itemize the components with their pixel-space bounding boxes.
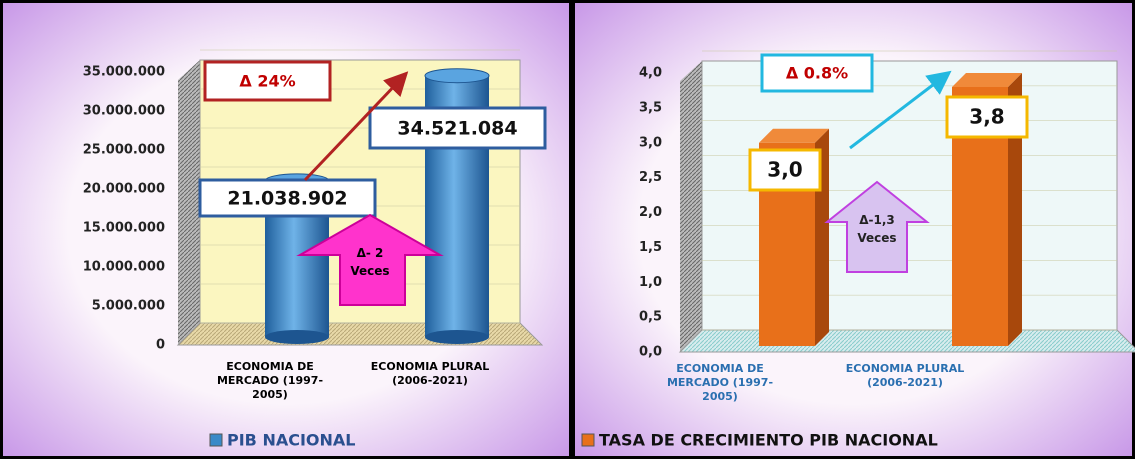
y-tick-label: 20.000.000 bbox=[83, 182, 165, 197]
floor bbox=[678, 329, 1135, 353]
y-tick-label: 15.000.000 bbox=[83, 221, 165, 236]
y-tick-label: 2,5 bbox=[639, 170, 662, 185]
arrow bbox=[849, 70, 952, 150]
y-tick-label: 3,5 bbox=[639, 100, 662, 115]
legend-label: PIB NACIONAL bbox=[227, 431, 355, 450]
y-tick-label: 35.000.000 bbox=[83, 65, 165, 80]
arrow bbox=[303, 71, 409, 182]
value-label: 21.038.902 bbox=[227, 188, 347, 210]
annotation: Δ-1,3 Veces bbox=[857, 213, 896, 245]
annotation: Δ- 2 Veces bbox=[350, 246, 389, 278]
y-tick-label: 30.000.000 bbox=[83, 104, 165, 119]
x-tick-label: ECONOMIA DE MERCADO (1997-2005) bbox=[666, 362, 774, 403]
side-wall bbox=[680, 61, 702, 352]
value-label-box bbox=[198, 178, 377, 218]
value-label: 34.521.084 bbox=[397, 118, 517, 140]
y-tick-label: 0,5 bbox=[639, 310, 662, 325]
y-tick-label: 10.000.000 bbox=[83, 260, 165, 275]
bar-side bbox=[1008, 72, 1022, 346]
side-wall bbox=[178, 60, 200, 345]
y-tick-label: 0,0 bbox=[639, 345, 662, 360]
y-tick-label: 0 bbox=[156, 338, 165, 353]
annotation-box bbox=[203, 60, 332, 102]
chart: 0 5.000.000 10.000.000 15.000.000 20.000.000… bbox=[83, 49, 547, 450]
y-tick-label: 2,0 bbox=[639, 205, 662, 220]
chart: 0,0 0,5 1,0 1,5 2,0 2,5 3,0 3,5 4,0 3,0 3,8 TASA DE… bbox=[581, 50, 1135, 450]
x-tick-label: ECONOMIA DE MERCADO (1997-2005) bbox=[216, 360, 324, 401]
legend-swatch bbox=[209, 433, 223, 447]
value-label-box bbox=[368, 106, 547, 150]
block-arrow bbox=[296, 213, 444, 306]
annotation: Δ 24% bbox=[239, 72, 295, 91]
block-arrow bbox=[824, 180, 930, 273]
value-label-box bbox=[748, 148, 822, 192]
value-label: 3,8 bbox=[969, 105, 1004, 129]
y-tick-label: 3,0 bbox=[639, 135, 662, 150]
value-label-box bbox=[945, 95, 1029, 139]
y-tick-label: 25.000.000 bbox=[83, 143, 165, 158]
bar-top bbox=[952, 72, 1022, 87]
bar-top bbox=[759, 128, 829, 143]
annotation: Δ 0.8% bbox=[786, 64, 848, 83]
y-tick-label: 1,5 bbox=[639, 240, 662, 255]
y-tick-label: 1,0 bbox=[639, 275, 662, 290]
y-tick-label: 5.000.000 bbox=[92, 299, 165, 314]
bar-bottom bbox=[265, 330, 329, 344]
x-tick-label: ECONOMIA PLURAL (2006-2021) bbox=[845, 362, 965, 389]
legend-label: TASA DE CRECIMIENTO PIB NACIONAL bbox=[599, 431, 938, 450]
x-tick-label: ECONOMIA PLURAL (2006-2021) bbox=[370, 360, 490, 387]
annotation-box bbox=[760, 53, 874, 93]
value-label: 3,0 bbox=[767, 158, 802, 182]
y-tick-label: 4,0 bbox=[639, 66, 662, 81]
bar-top bbox=[424, 68, 490, 84]
legend-swatch bbox=[581, 433, 595, 447]
bar-bottom bbox=[425, 330, 489, 344]
